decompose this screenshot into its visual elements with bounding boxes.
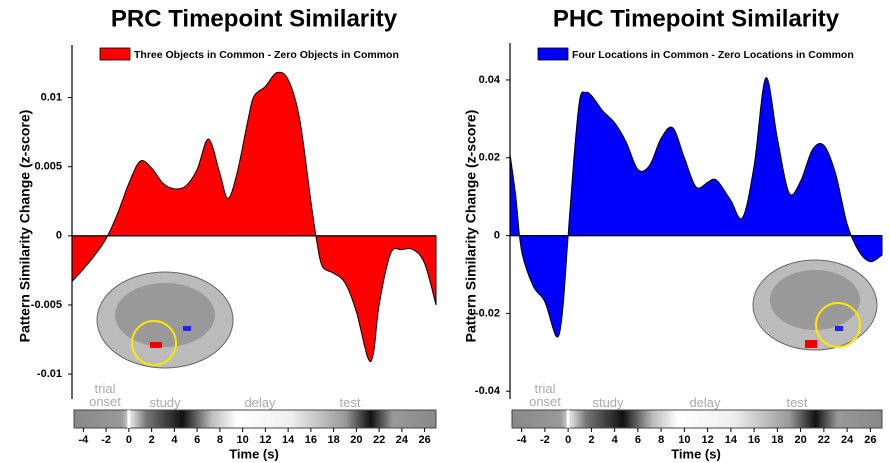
x-tick-label: 14 [725,434,738,446]
x-axis-label: Time (s) [671,446,721,461]
x-tick-label: -2 [540,434,550,446]
legend-swatch [99,47,131,61]
x-tick-label: 26 [419,434,431,446]
brain-inset [752,259,878,351]
y-tick-label: 0.01 [41,91,62,103]
x-tick-label: 2 [149,434,155,446]
legend-swatch [537,47,569,61]
phase-label: delay [244,395,276,410]
x-tick-label: -4 [517,434,528,446]
y-tick-label: -0.01 [37,368,62,380]
x-tick-label: 0 [126,434,132,446]
x-tick-label: 10 [678,434,690,446]
phase-label: delay [689,395,721,410]
x-tick-label: -2 [101,434,111,446]
y-axis-label: Pattern Similarity Change (z-score) [17,110,33,343]
x-tick-label: 16 [748,434,760,446]
y-tick-label: 0.04 [479,74,501,86]
x-tick-label: 14 [282,434,295,446]
x-tick-label: 24 [396,434,409,446]
phase-label: test [786,395,808,410]
y-tick-label: 0.02 [479,152,500,164]
x-tick-label: -4 [78,434,89,446]
y-tick-label: 0 [494,229,500,241]
x-tick-label: 12 [702,434,714,446]
y-axis-label: Pattern Similarity Change (z-score) [463,110,479,343]
phase-label: study [149,395,181,410]
x-tick-label: 18 [771,434,783,446]
x-tick-label: 16 [305,434,317,446]
x-tick-label: 18 [328,434,340,446]
x-tick-label: 2 [588,434,594,446]
x-tick-label: 4 [612,434,619,446]
timeline-bar [73,409,437,429]
legend-label: Four Locations in Common - Zero Location… [572,49,854,61]
phase-label: test [339,395,361,410]
chart-title: PRC Timepoint Similarity [111,5,398,32]
phase-label: study [592,395,624,410]
phase-label: trial onset [529,381,561,409]
x-tick-label: 24 [841,434,854,446]
x-tick-label: 12 [259,434,271,446]
x-tick-label: 22 [818,434,830,446]
x-tick-label: 10 [237,434,249,446]
y-tick-label: -0.02 [475,307,500,319]
timeline-bar [511,409,883,429]
x-tick-label: 26 [864,434,876,446]
x-tick-label: 20 [795,434,807,446]
y-tick-label: 0.005 [34,161,62,173]
y-tick-label: 0 [56,230,62,242]
area [509,77,883,338]
x-tick-label: 6 [635,434,641,446]
x-tick-label: 8 [658,434,664,446]
x-tick-label: 20 [350,434,362,446]
x-tick-label: 4 [171,434,178,446]
x-tick-label: 22 [373,434,385,446]
chart-panel: PHC Timepoint Similarity Pattern Similari… [463,5,883,461]
y-tick-label: -0.04 [475,385,501,397]
x-tick-label: 8 [217,434,223,446]
phase-label: trial onset [89,381,121,409]
area [71,71,437,363]
chart-title: PHC Timepoint Similarity [553,5,840,32]
legend-label: Three Objects in Common - Zero Objects i… [134,49,399,61]
x-tick-label: 6 [194,434,200,446]
x-axis-label: Time (s) [229,446,279,461]
x-tick-label: 0 [565,434,571,446]
chart-panel: PRC Timepoint Similarity Pattern Similari… [17,5,437,461]
y-tick-label: -0.005 [31,299,62,311]
brain-inset [96,271,234,369]
